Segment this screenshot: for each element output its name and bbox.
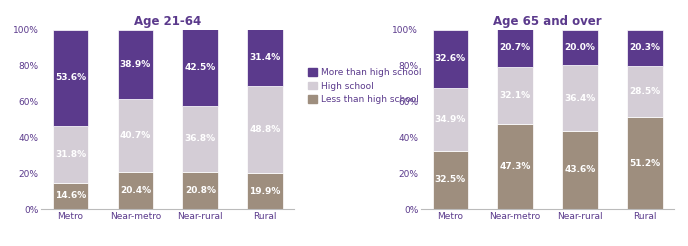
Text: 20.8%: 20.8%	[185, 186, 216, 195]
Text: 20.4%: 20.4%	[120, 186, 151, 195]
Text: 20.7%: 20.7%	[499, 44, 531, 52]
Bar	[627, 117, 663, 209]
Bar	[53, 183, 89, 209]
Bar	[433, 88, 469, 151]
Bar	[247, 29, 283, 86]
Bar	[182, 106, 218, 172]
Bar	[118, 30, 153, 99]
Text: 36.4%: 36.4%	[564, 94, 596, 103]
Bar	[433, 151, 469, 209]
Text: 53.6%: 53.6%	[55, 73, 86, 82]
Bar	[627, 66, 663, 117]
Text: 34.9%: 34.9%	[435, 115, 466, 124]
Text: 32.1%: 32.1%	[499, 91, 531, 100]
Text: 20.3%: 20.3%	[630, 43, 660, 52]
Bar	[562, 65, 598, 131]
Bar	[118, 172, 153, 209]
Title: Age 65 and over: Age 65 and over	[493, 15, 602, 28]
Bar	[562, 30, 598, 65]
Bar	[182, 29, 218, 106]
Bar	[497, 29, 533, 66]
Text: 36.8%: 36.8%	[184, 134, 216, 143]
Bar	[433, 30, 469, 88]
Text: 42.5%: 42.5%	[184, 63, 216, 72]
Text: 32.5%: 32.5%	[435, 175, 466, 184]
Bar	[497, 66, 533, 124]
Bar	[182, 172, 218, 209]
Text: 14.6%: 14.6%	[55, 191, 86, 200]
Bar	[497, 124, 533, 209]
Bar	[53, 126, 89, 183]
Text: 20.0%: 20.0%	[565, 43, 596, 52]
Text: 38.9%: 38.9%	[120, 60, 151, 69]
Bar	[247, 86, 283, 173]
Text: 32.6%: 32.6%	[435, 54, 466, 63]
Legend: More than high school, High school, Less than high school: More than high school, High school, Less…	[306, 66, 424, 106]
Text: 47.3%: 47.3%	[499, 162, 531, 171]
Text: 31.8%: 31.8%	[55, 150, 86, 159]
Text: 19.9%: 19.9%	[250, 187, 281, 196]
Bar	[247, 173, 283, 209]
Title: Age 21-64: Age 21-64	[134, 15, 202, 28]
Bar	[562, 131, 598, 209]
Text: 51.2%: 51.2%	[630, 159, 660, 168]
Text: 28.5%: 28.5%	[630, 87, 660, 96]
Bar	[118, 99, 153, 172]
Bar	[53, 30, 89, 126]
Text: 48.8%: 48.8%	[250, 125, 281, 134]
Text: 43.6%: 43.6%	[564, 166, 596, 174]
Bar	[627, 30, 663, 66]
Text: 31.4%: 31.4%	[250, 53, 281, 62]
Text: 40.7%: 40.7%	[120, 131, 151, 140]
